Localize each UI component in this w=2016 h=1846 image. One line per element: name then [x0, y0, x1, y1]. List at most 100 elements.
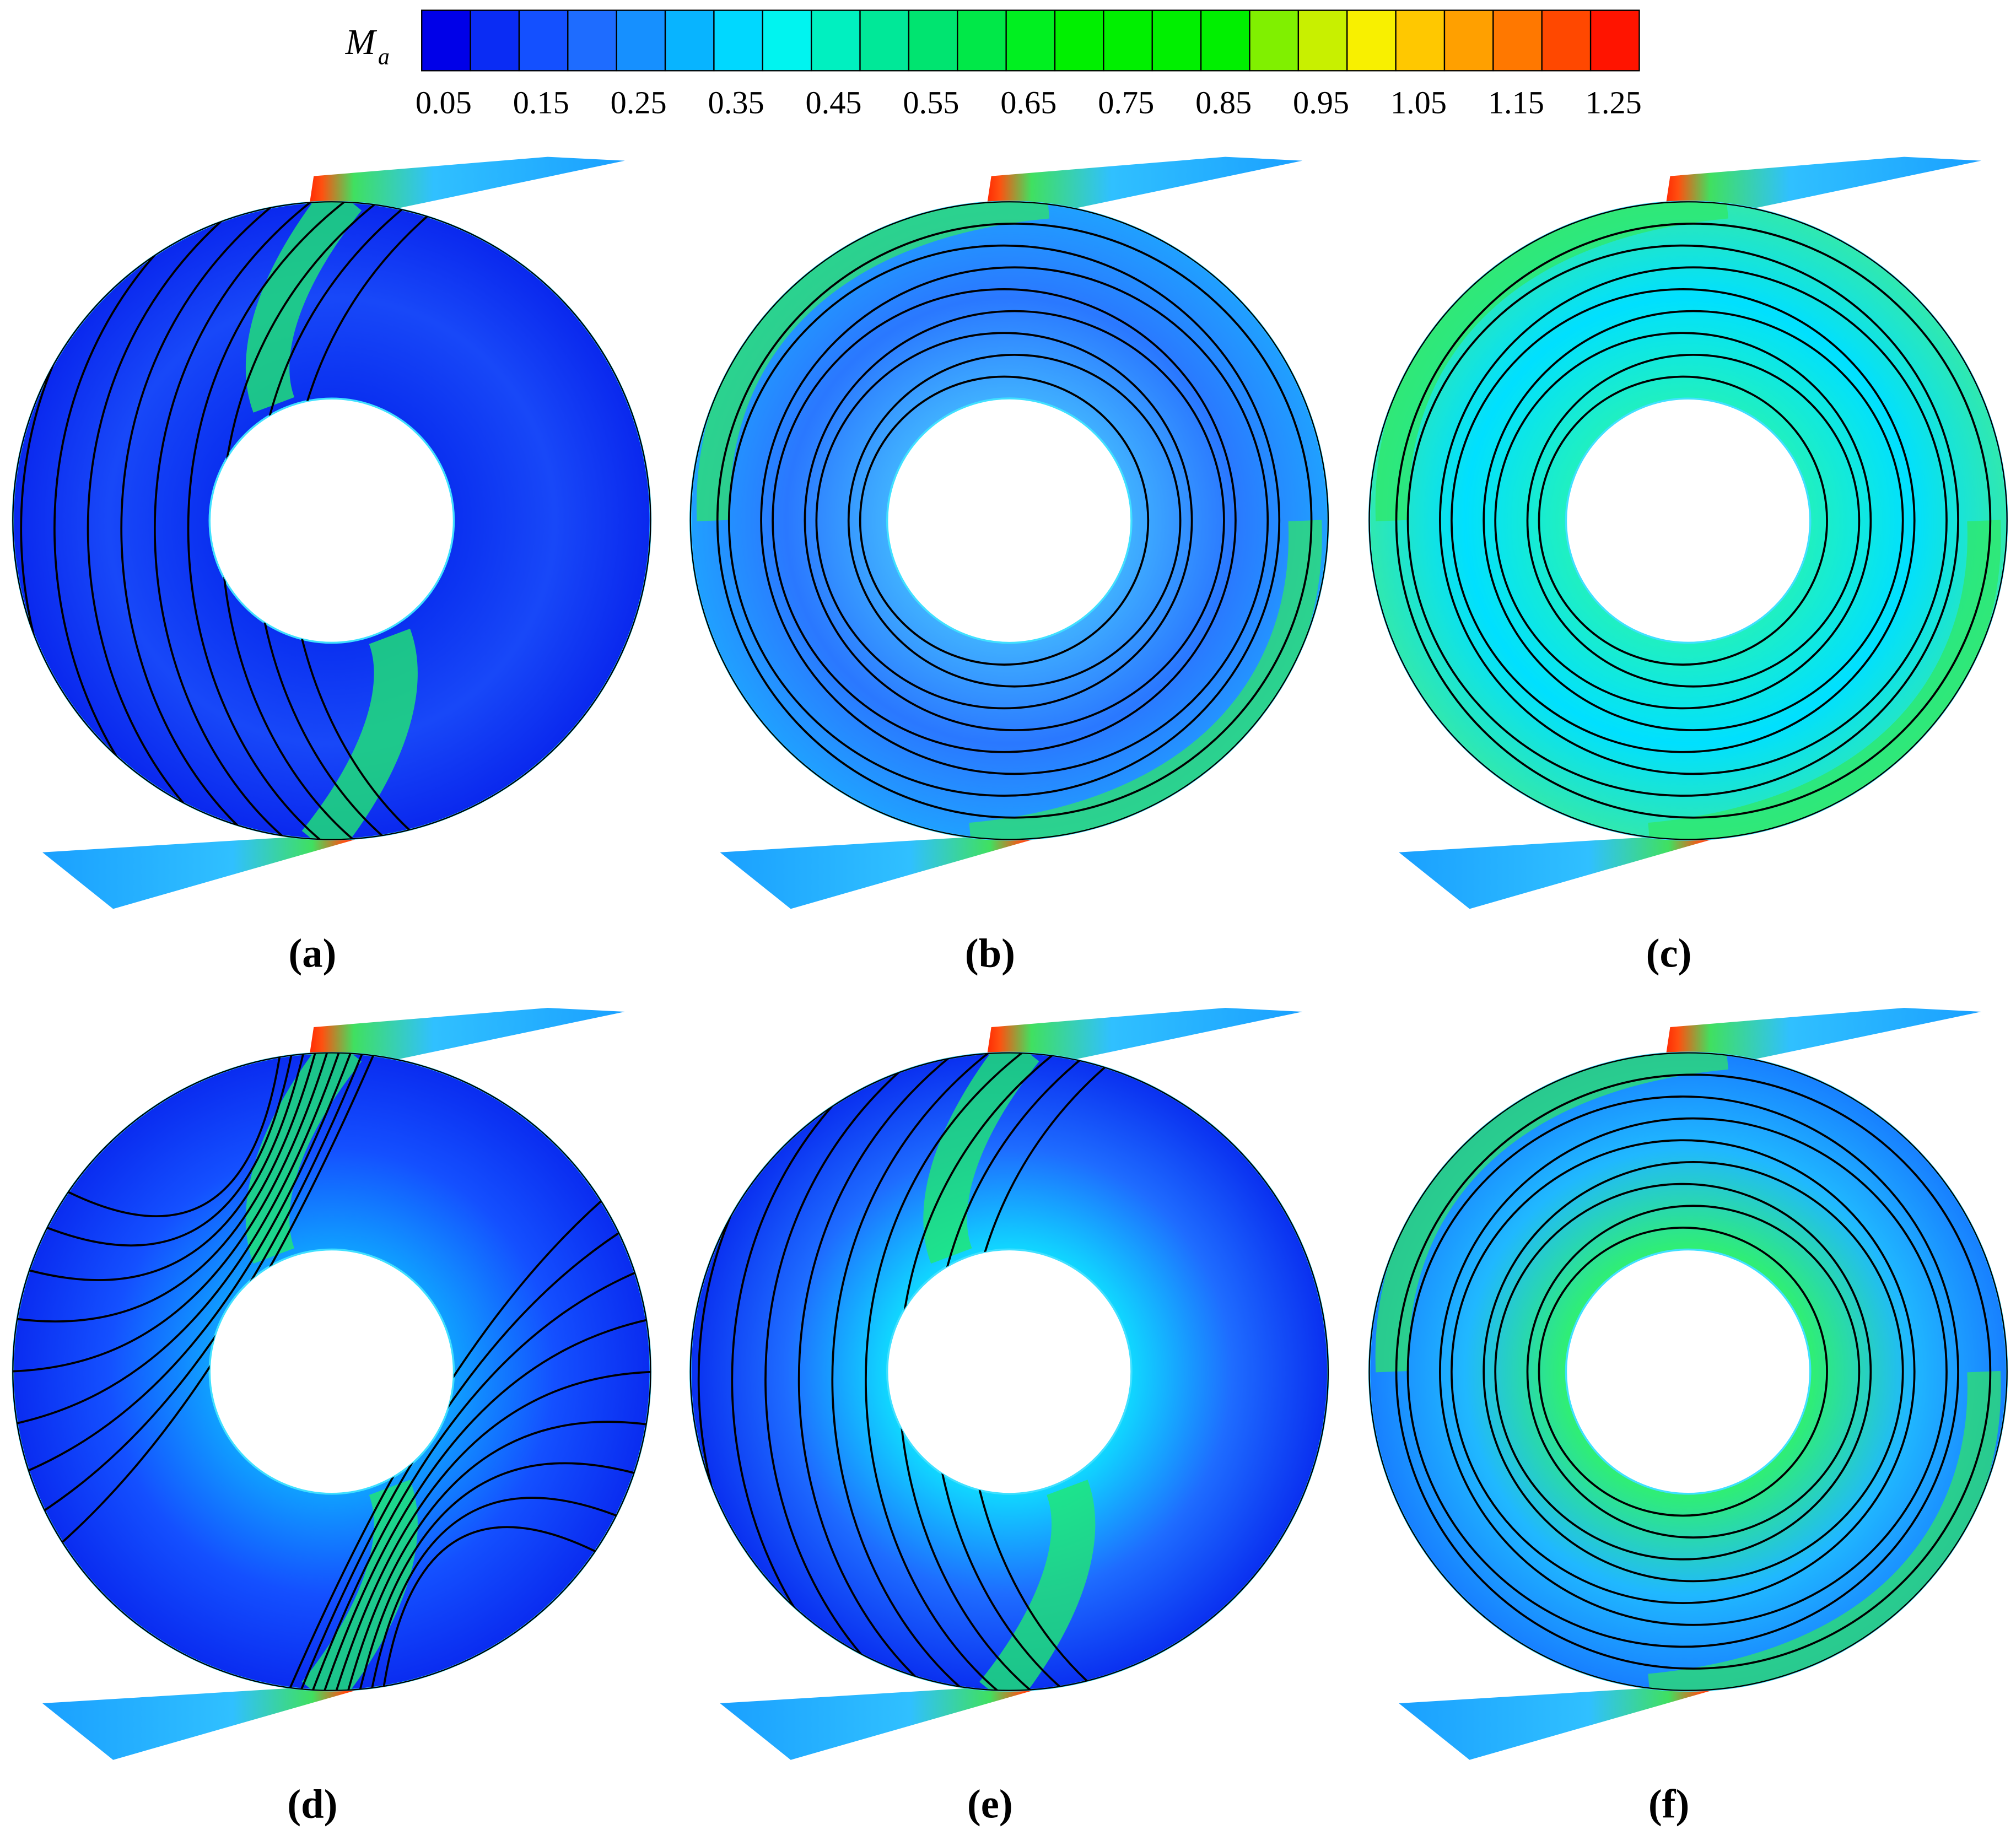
- annulus-content: [1375, 1052, 2001, 1691]
- colorbar: 0.05 0.15 0.25 0.35 0.45 0.55 0.65 0.75 0.85 0.95…: [416, 9, 1642, 120]
- jet-band: [979, 1480, 1096, 1691]
- streamline: [87, 202, 266, 840]
- colorbar-tick-label: 0.35: [708, 84, 764, 120]
- annulus-content: [20, 202, 466, 840]
- streamline: [13, 1052, 358, 1484]
- colorbar-swatch: [908, 9, 958, 72]
- streamline: [831, 1052, 1010, 1691]
- annulus-outline: [689, 201, 1329, 840]
- streamline: [306, 1259, 651, 1691]
- colorbar-tick-label: 0.15: [513, 84, 569, 120]
- outlet-nozzle: [42, 836, 360, 909]
- colorbar-tick-label: 1.25: [1586, 84, 1642, 120]
- colorbar-tick-label: 0.25: [611, 84, 667, 120]
- colorbar-swatch: [470, 9, 520, 72]
- streamline: [13, 1052, 296, 1246]
- streamline: [1538, 1227, 1828, 1517]
- colorbar-tick-label: 0.75: [1098, 84, 1154, 120]
- streamline: [13, 1052, 333, 1373]
- annulus-outline: [12, 201, 651, 840]
- streamline: [13, 1052, 346, 1428]
- panel: (f): [1368, 1007, 2008, 1827]
- colorbar-swatch: [957, 9, 1007, 72]
- panel-caption: (d): [287, 1782, 337, 1827]
- streamline: [318, 1315, 651, 1691]
- colorbar-swatch: [1492, 9, 1543, 72]
- outlet-nozzle: [1399, 836, 1717, 909]
- jet-band: [1648, 1370, 2001, 1691]
- colorbar-tick-label: 0.05: [416, 84, 472, 120]
- panel-caption: (b): [965, 930, 1015, 976]
- colorbar-swatch: [1346, 9, 1397, 72]
- annulus-content: [13, 1052, 651, 1691]
- outlet-nozzle: [1399, 1688, 1717, 1760]
- panel-caption: (c): [1646, 930, 1692, 976]
- colorbar-swatch: [859, 9, 910, 72]
- colorbar-swatch: [1103, 9, 1153, 72]
- colorbar-swatch: [1589, 9, 1640, 72]
- streamline: [815, 332, 1193, 710]
- streamline: [760, 266, 1269, 775]
- colorbar-swatch: [1200, 9, 1250, 72]
- jet-band: [923, 1052, 1039, 1264]
- outlet-nozzle: [720, 1688, 1038, 1760]
- streamline: [368, 1497, 651, 1691]
- streamline: [1526, 1205, 1861, 1539]
- streamline: [1395, 223, 1992, 819]
- panel: (e): [689, 1007, 1329, 1827]
- streamline: [727, 244, 1281, 797]
- colorbar-tick-label: 0.55: [903, 84, 959, 120]
- annulus-outline: [689, 1052, 1329, 1691]
- streamline: [1450, 288, 1916, 753]
- jet-band: [1375, 201, 1728, 522]
- outlet-nozzle: [720, 836, 1038, 909]
- panel: (c): [1368, 156, 2008, 976]
- streamline: [1538, 375, 1828, 666]
- colorbar-swatch: [567, 9, 617, 72]
- streamline: [1450, 1139, 1916, 1604]
- annulus-content: [1375, 201, 2001, 840]
- colorbar-swatch: [664, 9, 715, 72]
- streamline: [1483, 310, 1904, 731]
- jet-band: [1375, 1052, 1728, 1373]
- colorbar-label: M: [345, 23, 378, 62]
- streamline: [804, 310, 1225, 731]
- streamline: [187, 202, 366, 840]
- colorbar-swatch: [1249, 9, 1300, 72]
- colorbar-tick-label: 0.45: [805, 84, 861, 120]
- colorbar-swatch: [1541, 9, 1592, 72]
- streamline: [154, 202, 332, 840]
- streamline: [1406, 1095, 1959, 1648]
- streamline: [1526, 354, 1861, 688]
- colorbar-swatch: [1151, 9, 1202, 72]
- streamline: [1438, 1117, 1948, 1626]
- streamline: [1494, 332, 1872, 710]
- colorbar-swatch: [810, 9, 861, 72]
- colorbar-swatch: [1395, 9, 1446, 72]
- streamline: [1395, 1073, 1992, 1670]
- streamline: [331, 1370, 651, 1691]
- streamline: [764, 1052, 944, 1691]
- streamline: [1494, 1183, 1872, 1561]
- panel: (a): [12, 156, 652, 976]
- jet-band: [969, 520, 1322, 840]
- colorbar-swatch: [1443, 9, 1494, 72]
- streamline: [13, 1052, 370, 1540]
- streamline: [343, 1421, 651, 1691]
- streamline: [355, 1462, 651, 1691]
- annulus-outline: [12, 1052, 651, 1691]
- panel-caption: (a): [288, 930, 336, 976]
- colorbar-label-subscript: a: [378, 45, 390, 70]
- streamline: [865, 1052, 1044, 1691]
- streamline: [859, 375, 1150, 666]
- colorbar-tick-label: 0.95: [1293, 84, 1349, 120]
- colorbar-swatch: [1005, 9, 1056, 72]
- colorbar-swatch: [1297, 9, 1348, 72]
- colorbar-tick-label: 1.05: [1390, 84, 1447, 120]
- outlet-nozzle: [42, 1688, 360, 1760]
- annulus-content: [696, 201, 1322, 840]
- streamline: [847, 354, 1182, 688]
- streamline: [1438, 266, 1948, 775]
